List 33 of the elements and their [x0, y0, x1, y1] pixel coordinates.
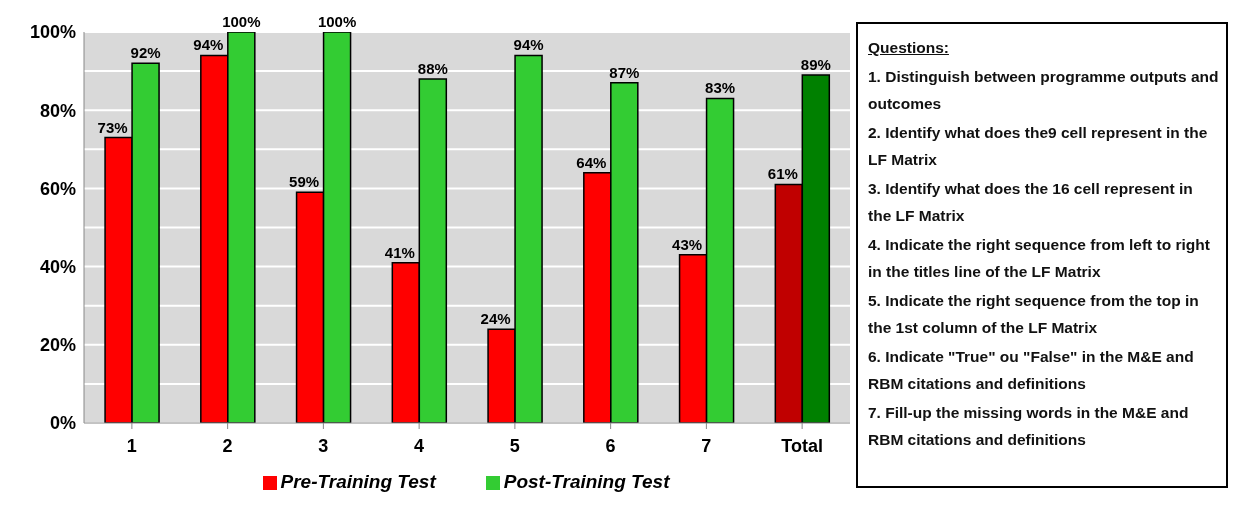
data-label: 87%	[609, 63, 640, 81]
data-label: 94%	[513, 36, 544, 54]
data-label: 89%	[800, 56, 831, 74]
y-tick-label: 60%	[39, 178, 76, 199]
x-tick-label: 4	[414, 435, 425, 456]
data-label: 100%	[222, 13, 261, 30]
legend-label: Post-Training Test	[503, 471, 670, 492]
data-label: 92%	[130, 44, 161, 62]
data-label: 24%	[480, 310, 511, 328]
x-tick-label: 6	[605, 435, 616, 456]
x-tick-label: 2	[222, 435, 233, 456]
data-label: 59%	[289, 173, 320, 191]
x-tick-label: 5	[509, 435, 520, 456]
legend-label: Pre-Training Test	[280, 471, 436, 492]
y-tick-label: 20%	[39, 335, 76, 356]
y-tick-label: 0%	[49, 413, 76, 434]
data-label: 61%	[767, 165, 798, 183]
data-label: 88%	[417, 59, 448, 77]
x-tick-label: Total	[781, 435, 823, 456]
data-label: 100%	[317, 13, 357, 30]
x-tick-label: 1	[126, 435, 137, 456]
questions-box: Questions: 1. Distinguish between programme outputs and outcomes 2. Identify what does the9 cell represent in the LF Matrix 3. Identify what does the 16 cell represent in the LF Matrix 4. Indicate the right sequence from left to right in the titles line of the LF Matrix 5. Indicate the right sequence from the top in the 1st column of the LF Matrix 6. Indicate "True" ou "False" in the M&E and RBM citations and definitions 7. Fill-up the missing words in the M&E and RBM citations and definitions	[856, 22, 1228, 488]
x-tick-label: 3	[318, 435, 329, 456]
data-label: 64%	[576, 153, 607, 171]
x-tick-label: 7	[701, 435, 712, 456]
data-label: 73%	[97, 118, 128, 136]
data-label: 41%	[384, 243, 415, 261]
data-label: 83%	[705, 79, 736, 97]
y-tick-label: 80%	[39, 100, 76, 121]
y-tick-label: 100%	[29, 22, 76, 43]
y-tick-label: 40%	[39, 256, 76, 277]
data-label: 94%	[193, 36, 224, 54]
data-label: 43%	[672, 235, 703, 253]
